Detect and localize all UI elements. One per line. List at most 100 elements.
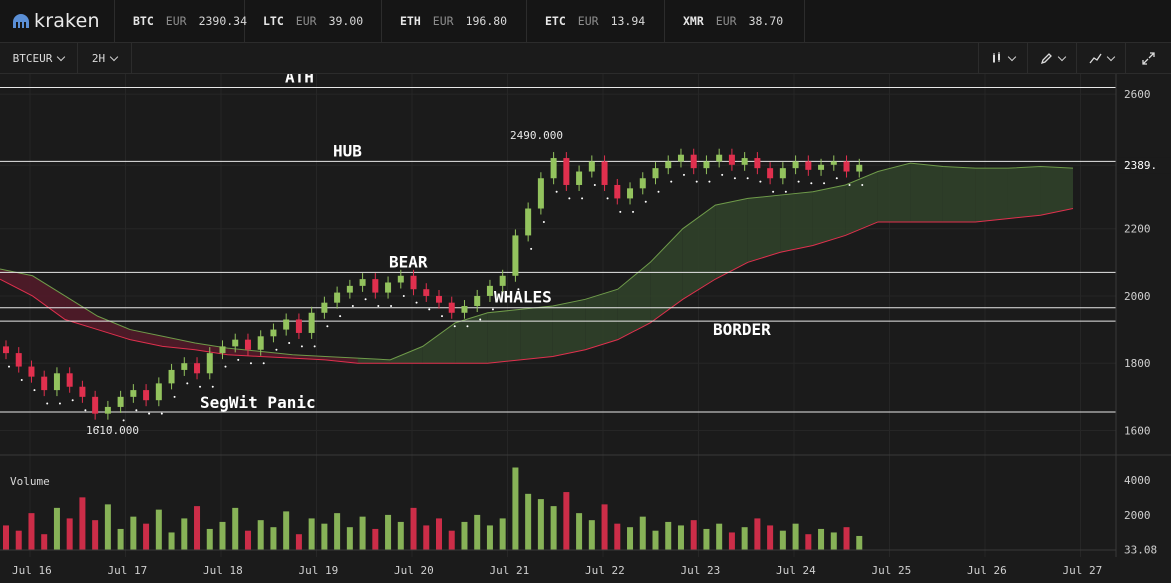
x-tick-label: Jul 27 [1063, 564, 1103, 577]
interval-selector[interactable]: 2H [78, 43, 132, 73]
candle [219, 346, 226, 354]
ticker-currency: EUR [295, 14, 317, 28]
candle [283, 319, 290, 330]
ticker-currency: EUR [577, 14, 599, 28]
volume-bar [397, 521, 404, 550]
candle [537, 178, 544, 209]
volume-bar [66, 518, 73, 550]
ticker-etc[interactable]: ETC EUR 13.94 [527, 0, 665, 42]
candle [728, 154, 735, 165]
volume-bar [206, 528, 213, 550]
cloud-segment [650, 228, 683, 323]
ticker-symbol: LTC [263, 14, 284, 28]
volume-bar [830, 532, 837, 550]
candle [359, 279, 366, 286]
candle [716, 154, 723, 162]
psar-dot [670, 180, 673, 183]
candle [486, 285, 493, 296]
psar-dot [453, 325, 456, 328]
cloud-span-b [0, 208, 1074, 364]
volume-tick-label: 4000 [1124, 474, 1151, 487]
x-tick-label: Jul 23 [681, 564, 721, 577]
candle [3, 346, 9, 354]
candle [79, 386, 86, 397]
psar-dot [593, 183, 596, 186]
x-tick-label: Jul 21 [490, 564, 530, 577]
psar-dot [109, 426, 112, 429]
fullscreen-button[interactable] [1125, 43, 1171, 73]
psar-dot [530, 247, 533, 250]
indicators-button[interactable] [1076, 43, 1125, 73]
ticker-xmr[interactable]: XMR EUR 38.70 [665, 0, 805, 42]
cloud-segment [422, 322, 456, 364]
volume-bar [130, 516, 137, 550]
volume-bar [703, 528, 710, 550]
draw-tool-button[interactable] [1027, 43, 1076, 73]
candle [677, 154, 684, 162]
expand-icon [1142, 51, 1155, 65]
ticker-price: 39.00 [328, 14, 364, 28]
ticker-ltc[interactable]: LTC EUR 39.00 [245, 0, 382, 42]
psar-dot [823, 182, 826, 185]
price-marker-bg [1117, 157, 1171, 174]
psar-dot [186, 382, 189, 385]
candle [843, 161, 850, 172]
volume-bar [563, 492, 570, 550]
cloud-segment [1040, 166, 1073, 216]
volume-bar [372, 528, 379, 550]
pair-label: BTCEUR [12, 51, 53, 65]
volume-bar [436, 518, 442, 550]
psar-dot [33, 389, 36, 392]
volume-bar [716, 523, 723, 550]
cloud-segment [292, 354, 326, 360]
x-tick-label: Jul 26 [967, 564, 1007, 577]
price-chart[interactable]: ATH HUB BEAR WHALES BORDER SegWit Panic 2490.… [0, 74, 1171, 583]
cloud-segment [455, 312, 488, 364]
psar-dot [326, 325, 329, 328]
psar-dot [288, 342, 291, 345]
psar-dot [160, 412, 163, 415]
psar-dot [861, 183, 864, 186]
pair-selector[interactable]: BTCEUR [0, 43, 78, 73]
candle [767, 168, 774, 179]
psar-dot [224, 365, 227, 368]
psar-dot [415, 301, 418, 304]
psar-dot [122, 419, 125, 422]
candle [741, 158, 748, 165]
volume-bar [79, 497, 86, 550]
price-marker: 2389. [1124, 159, 1157, 172]
psar-dot [784, 190, 787, 193]
chevron-down-icon [1106, 52, 1115, 61]
cloud-segment [1007, 166, 1041, 219]
ticker-eth[interactable]: ETH EUR 196.80 [382, 0, 527, 42]
candle [639, 178, 646, 189]
y-tick-label: 2600 [1124, 88, 1151, 101]
psar-dot [211, 385, 214, 388]
top-bar: kraken BTC EUR 2390.34 LTC EUR 39.00 ETH… [0, 0, 1171, 43]
volume-bar [92, 520, 99, 550]
psar-dot [491, 308, 494, 311]
x-tick-label: Jul 20 [394, 564, 434, 577]
chart-type-button[interactable] [978, 43, 1027, 73]
candle [830, 161, 837, 165]
candle [155, 383, 162, 401]
volume-bar [359, 516, 366, 550]
psar-dot [504, 298, 507, 301]
volume-bar [856, 535, 863, 550]
cloud-segment [390, 346, 423, 364]
cloud-segment [715, 198, 748, 280]
cloud-segment [975, 168, 1008, 222]
x-tick-label: Jul 19 [299, 564, 339, 577]
volume-bar [601, 504, 608, 550]
cloud-segment [97, 316, 131, 340]
volume-bar [741, 527, 748, 550]
kraken-logo[interactable]: kraken [0, 0, 115, 42]
volume-bar [219, 521, 226, 550]
psar-dot [300, 345, 303, 348]
volume-bar [652, 530, 659, 550]
psar-dot [644, 200, 647, 203]
volume-bar [41, 534, 48, 550]
ticker-btc[interactable]: BTC EUR 2390.34 [115, 0, 247, 42]
psar-dot [262, 362, 265, 365]
ticker-symbol: ETC [545, 14, 566, 28]
